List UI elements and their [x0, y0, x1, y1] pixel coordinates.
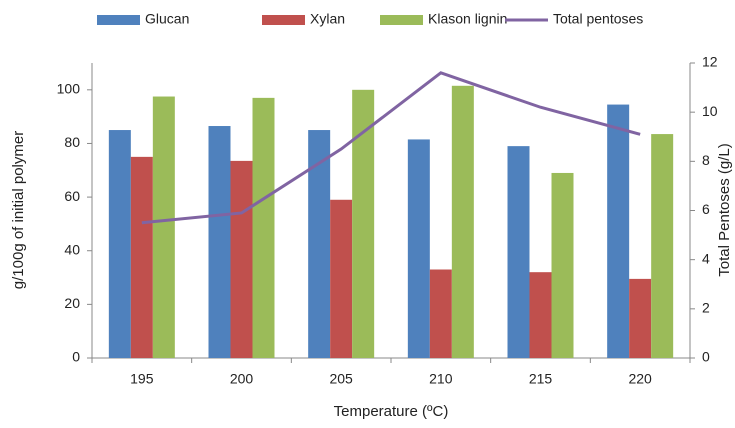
y2-axis-label: Total Pentoses (g/L) [716, 143, 733, 276]
bar [108, 130, 131, 358]
y-tick-label: 60 [64, 188, 80, 204]
bar [607, 104, 630, 359]
bar [507, 146, 530, 358]
bar [629, 278, 652, 358]
y-tick-label: 80 [64, 134, 80, 150]
bar [208, 126, 231, 358]
bar [429, 269, 452, 358]
x-tick-label: 205 [329, 371, 353, 387]
bar [152, 96, 175, 358]
y-tick-label: 20 [64, 295, 80, 311]
y2-tick-label: 2 [702, 300, 710, 316]
bar [651, 134, 674, 358]
legend-swatch [97, 15, 140, 25]
bar [407, 139, 430, 358]
bar [529, 272, 552, 358]
x-axis-label: Temperature (ºC) [334, 403, 449, 420]
bar [352, 89, 375, 359]
legend-label: Glucan [145, 11, 189, 27]
line [141, 71, 641, 225]
x-tick-label: 200 [230, 371, 254, 387]
x-tick-label: 195 [130, 371, 154, 387]
y2-tick-label: 0 [702, 349, 710, 365]
bar [308, 130, 331, 358]
y2-tick-label: 4 [702, 250, 710, 266]
x-tick-label: 210 [429, 371, 453, 387]
y2-tick-label: 10 [702, 103, 718, 119]
bar [551, 172, 574, 358]
y-tick-label: 100 [57, 81, 81, 97]
y2-tick-label: 12 [702, 54, 718, 70]
legend-label: Klason lignin [428, 11, 507, 27]
y-tick-label: 40 [64, 241, 80, 257]
bar [330, 199, 353, 358]
legend-label: Total pentoses [553, 11, 643, 27]
legend-swatch [380, 15, 423, 25]
legend-swatch [262, 15, 305, 25]
y-tick-label: 0 [72, 349, 80, 365]
legend-label: Xylan [310, 11, 345, 27]
x-tick-label: 215 [529, 371, 553, 387]
bar [252, 97, 275, 358]
y-axis-label: g/100g of initial polymer [10, 131, 27, 289]
y2-tick-label: 6 [702, 201, 710, 217]
bar [451, 85, 474, 358]
x-tick-label: 220 [628, 371, 652, 387]
bar [230, 160, 253, 358]
bar [130, 156, 153, 358]
y2-tick-label: 8 [702, 152, 710, 168]
